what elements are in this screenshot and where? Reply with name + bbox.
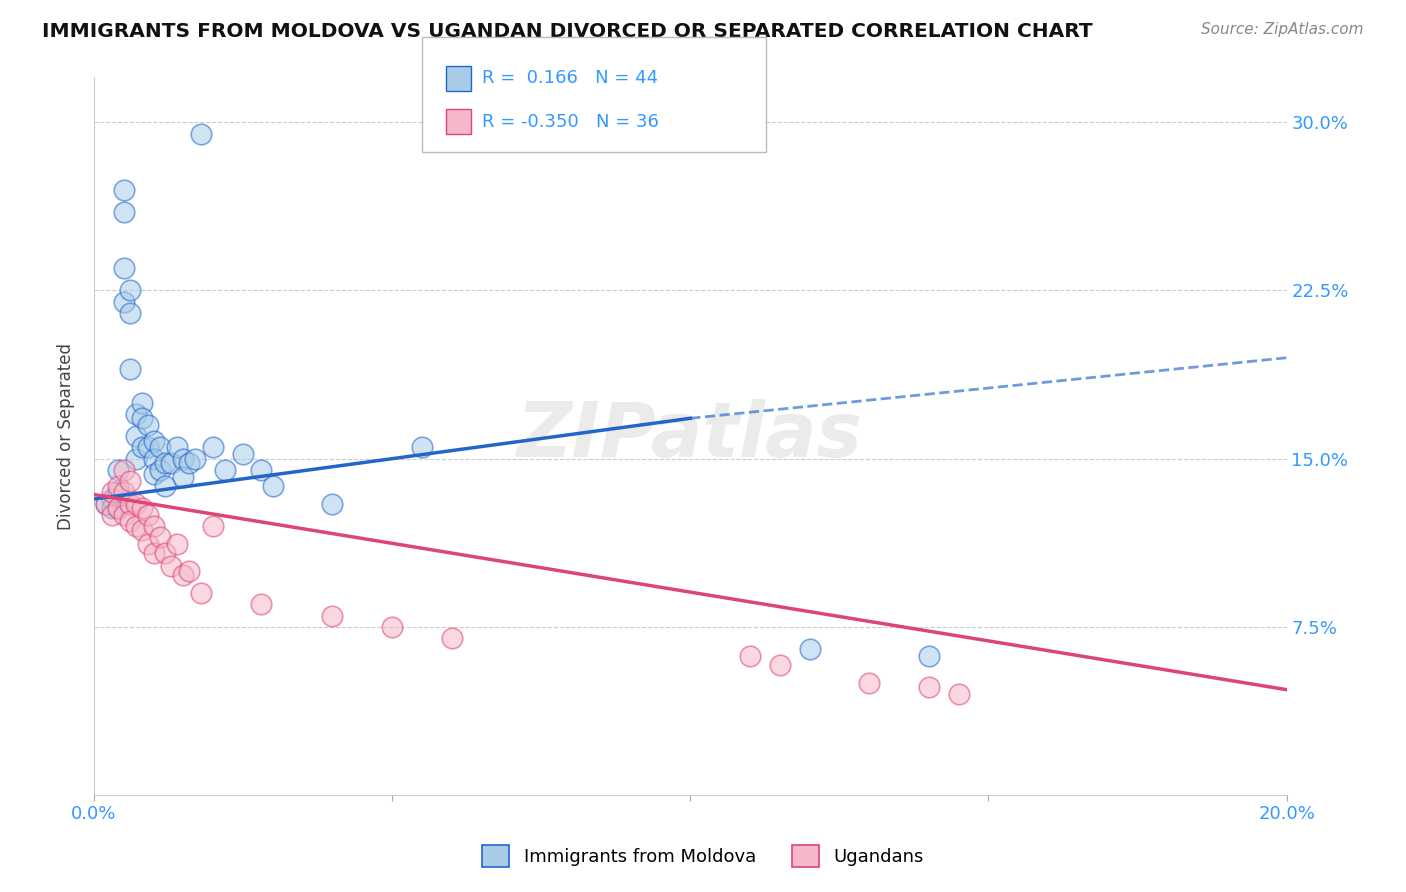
Point <box>321 608 343 623</box>
Point <box>112 294 135 309</box>
Point <box>918 681 941 695</box>
Point <box>799 642 821 657</box>
Text: IMMIGRANTS FROM MOLDOVA VS UGANDAN DIVORCED OR SEPARATED CORRELATION CHART: IMMIGRANTS FROM MOLDOVA VS UGANDAN DIVOR… <box>42 22 1092 41</box>
Point <box>142 546 165 560</box>
Point <box>155 478 177 492</box>
Point <box>142 519 165 533</box>
Point <box>160 456 183 470</box>
Point <box>142 434 165 448</box>
Text: R = -0.350   N = 36: R = -0.350 N = 36 <box>482 113 659 131</box>
Point <box>148 530 170 544</box>
Point <box>94 496 117 510</box>
Point <box>148 441 170 455</box>
Point <box>190 586 212 600</box>
Point <box>131 501 153 516</box>
Point <box>124 407 146 421</box>
Point <box>107 501 129 516</box>
Point <box>124 496 146 510</box>
Point <box>166 537 188 551</box>
Point <box>136 537 159 551</box>
Point <box>918 648 941 663</box>
Y-axis label: Divorced or Separated: Divorced or Separated <box>58 343 75 530</box>
Point <box>112 508 135 522</box>
Text: Source: ZipAtlas.com: Source: ZipAtlas.com <box>1201 22 1364 37</box>
Point <box>262 478 284 492</box>
Point <box>101 485 124 500</box>
Point <box>160 559 183 574</box>
Text: R =  0.166   N = 44: R = 0.166 N = 44 <box>482 69 658 87</box>
Point <box>118 496 141 510</box>
Point <box>112 485 135 500</box>
Point <box>172 451 194 466</box>
Point <box>136 418 159 433</box>
Point <box>172 568 194 582</box>
Point <box>107 463 129 477</box>
Point <box>440 631 463 645</box>
Point <box>131 441 153 455</box>
Point <box>101 501 124 516</box>
Point <box>118 306 141 320</box>
Point <box>112 205 135 219</box>
Point <box>124 519 146 533</box>
Point <box>142 467 165 482</box>
Point <box>131 411 153 425</box>
Point <box>118 515 141 529</box>
Point <box>148 463 170 477</box>
Point <box>118 362 141 376</box>
Point <box>107 478 129 492</box>
Text: ZIPatlas: ZIPatlas <box>517 400 863 474</box>
Point <box>250 598 273 612</box>
Point <box>411 441 433 455</box>
Point <box>118 284 141 298</box>
Point <box>136 441 159 455</box>
Point <box>381 620 404 634</box>
Point <box>321 496 343 510</box>
Point <box>101 508 124 522</box>
Point <box>179 564 201 578</box>
Point <box>769 658 792 673</box>
Point <box>250 463 273 477</box>
Point <box>112 463 135 477</box>
Point <box>155 546 177 560</box>
Point <box>202 519 225 533</box>
Point <box>107 485 129 500</box>
Point <box>166 441 188 455</box>
Point <box>101 491 124 506</box>
Point <box>738 648 761 663</box>
Point <box>202 441 225 455</box>
Point <box>131 524 153 538</box>
Point <box>172 469 194 483</box>
Point <box>184 451 207 466</box>
Point <box>112 183 135 197</box>
Point <box>858 676 880 690</box>
Point <box>136 508 159 522</box>
Point <box>948 687 970 701</box>
Point <box>142 451 165 466</box>
Point <box>155 456 177 470</box>
Point <box>124 451 146 466</box>
Legend: Immigrants from Moldova, Ugandans: Immigrants from Moldova, Ugandans <box>475 838 931 874</box>
Point <box>94 496 117 510</box>
Point <box>179 456 201 470</box>
Point <box>107 501 129 516</box>
Point <box>190 127 212 141</box>
Point <box>118 474 141 488</box>
Point <box>131 395 153 409</box>
Point <box>232 447 254 461</box>
Point <box>214 463 236 477</box>
Point <box>124 429 146 443</box>
Point <box>112 261 135 276</box>
